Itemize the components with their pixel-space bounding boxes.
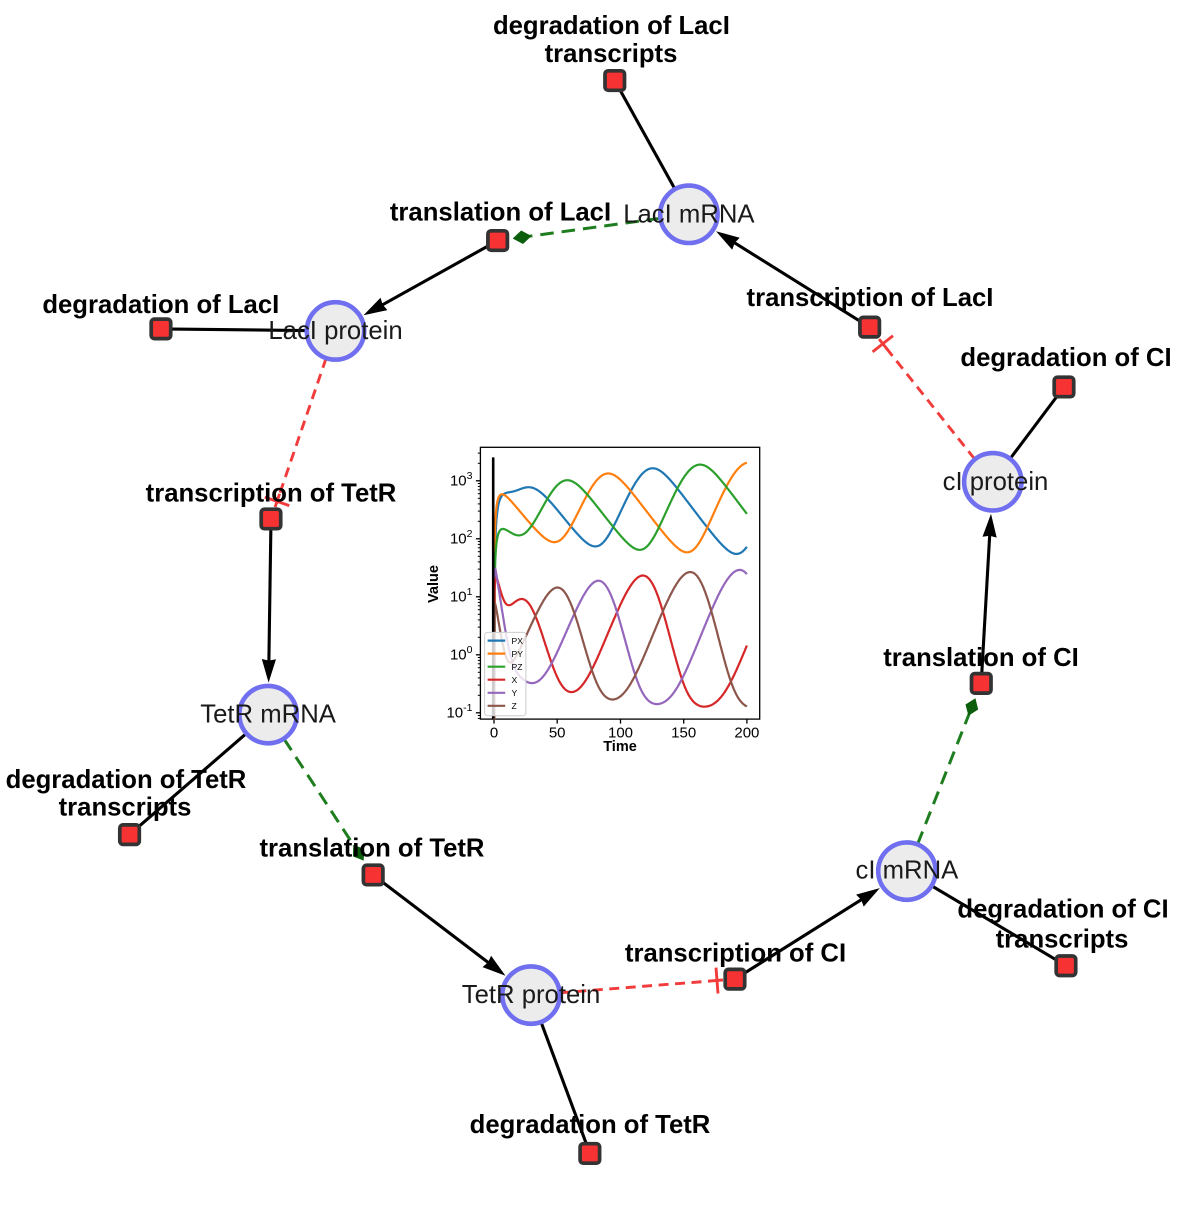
svg-text:translation of LacI: translation of LacI: [390, 199, 611, 227]
svg-text:TetR protein: TetR protein: [462, 981, 601, 1009]
svg-text:PY: PY: [512, 649, 524, 659]
svg-text:degradation of CI: degradation of CI: [957, 896, 1168, 924]
svg-text:cI protein: cI protein: [943, 468, 1049, 496]
svg-text:LacI protein: LacI protein: [268, 317, 402, 345]
svg-text:transcripts: transcripts: [59, 793, 192, 821]
svg-text:TetR mRNA: TetR mRNA: [200, 701, 336, 729]
svg-text:PX: PX: [512, 636, 524, 646]
svg-text:200: 200: [734, 725, 759, 742]
svg-text:0: 0: [490, 725, 498, 742]
svg-text:transcription of CI: transcription of CI: [625, 940, 846, 968]
svg-text:degradation of TetR: degradation of TetR: [6, 766, 247, 794]
svg-text:cI mRNA: cI mRNA: [856, 857, 960, 885]
svg-text:PZ: PZ: [512, 662, 523, 672]
svg-text:Y: Y: [512, 688, 518, 698]
svg-text:degradation of LacI: degradation of LacI: [42, 291, 279, 319]
svg-text:Z: Z: [512, 701, 517, 711]
svg-text:translation of CI: translation of CI: [883, 644, 1079, 672]
svg-text:X: X: [512, 675, 518, 685]
svg-text:150: 150: [671, 725, 696, 742]
svg-text:transcription of TetR: transcription of TetR: [146, 480, 397, 508]
svg-text:degradation of LacI: degradation of LacI: [493, 12, 730, 40]
svg-text:50: 50: [549, 725, 566, 742]
svg-text:LacI mRNA: LacI mRNA: [623, 200, 755, 228]
svg-text:transcription of LacI: transcription of LacI: [747, 284, 994, 312]
svg-text:Time: Time: [603, 739, 637, 755]
svg-text:degradation of TetR: degradation of TetR: [470, 1111, 711, 1139]
svg-text:100: 100: [608, 725, 633, 742]
svg-text:transcripts: transcripts: [545, 40, 678, 68]
svg-text:degradation of CI: degradation of CI: [960, 344, 1171, 372]
svg-text:transcripts: transcripts: [996, 926, 1129, 954]
svg-text:translation of TetR: translation of TetR: [259, 835, 484, 863]
svg-text:Value: Value: [426, 565, 442, 603]
